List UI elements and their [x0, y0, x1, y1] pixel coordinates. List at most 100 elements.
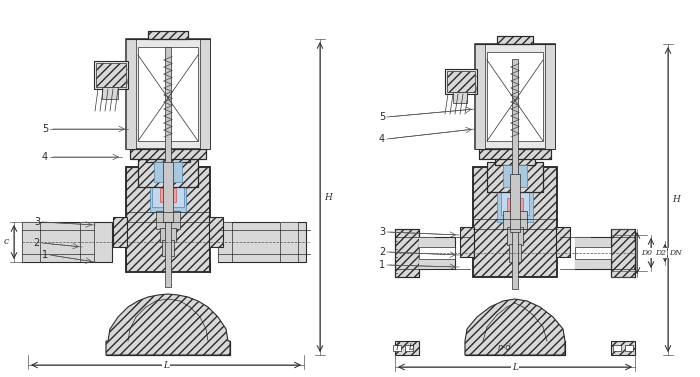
Bar: [200, 39, 210, 149]
Bar: [165, 47, 171, 287]
Bar: [126, 39, 136, 149]
Bar: [473, 167, 557, 277]
Bar: [106, 341, 230, 355]
Bar: [102, 87, 118, 99]
Bar: [545, 44, 555, 149]
Bar: [218, 222, 232, 262]
Bar: [113, 217, 127, 247]
Bar: [545, 44, 555, 149]
Bar: [497, 36, 533, 44]
Bar: [465, 341, 565, 355]
Bar: [453, 92, 467, 103]
Bar: [460, 227, 474, 257]
Bar: [22, 222, 112, 262]
Text: 1: 1: [379, 260, 385, 270]
Bar: [611, 229, 635, 277]
Bar: [495, 157, 535, 165]
Text: 4: 4: [379, 134, 385, 144]
Bar: [130, 149, 206, 159]
Text: 2: 2: [379, 247, 385, 257]
Bar: [209, 217, 223, 247]
Bar: [138, 159, 198, 187]
Bar: [94, 61, 128, 89]
Text: 3: 3: [34, 217, 40, 227]
Bar: [419, 237, 455, 269]
Bar: [126, 167, 210, 272]
Bar: [487, 162, 543, 192]
Bar: [611, 229, 635, 277]
Bar: [447, 71, 475, 92]
Bar: [613, 345, 621, 351]
Bar: [625, 345, 633, 351]
Bar: [395, 341, 419, 355]
Bar: [497, 172, 533, 222]
Bar: [148, 31, 188, 39]
Text: L: L: [163, 360, 169, 369]
Text: L: L: [512, 363, 518, 371]
Bar: [160, 228, 176, 242]
Bar: [106, 341, 230, 355]
Bar: [162, 240, 174, 256]
Bar: [163, 162, 173, 222]
Bar: [148, 31, 188, 39]
Bar: [126, 39, 136, 149]
Bar: [503, 211, 527, 229]
Bar: [146, 154, 190, 162]
Bar: [218, 222, 306, 262]
Bar: [154, 162, 182, 182]
Bar: [200, 39, 210, 149]
Bar: [395, 229, 419, 277]
Text: DN: DN: [668, 249, 681, 257]
Text: 3: 3: [379, 227, 385, 237]
Bar: [479, 149, 551, 159]
Bar: [280, 222, 298, 262]
Text: 5: 5: [379, 112, 385, 122]
Bar: [419, 247, 455, 259]
Text: c: c: [4, 238, 8, 247]
Text: 4: 4: [42, 152, 48, 162]
Bar: [510, 174, 520, 232]
Bar: [218, 222, 232, 262]
Bar: [479, 149, 551, 159]
Bar: [556, 227, 570, 257]
Bar: [575, 237, 611, 269]
Bar: [495, 157, 535, 165]
Bar: [507, 198, 523, 212]
Text: D0: D0: [641, 249, 652, 257]
Bar: [126, 39, 210, 149]
Bar: [146, 154, 190, 162]
Bar: [22, 222, 40, 262]
Bar: [419, 237, 435, 269]
Bar: [160, 188, 176, 202]
Bar: [487, 52, 543, 141]
Text: D2: D2: [655, 249, 666, 257]
Bar: [130, 149, 206, 159]
Text: H: H: [672, 195, 680, 204]
Bar: [503, 165, 527, 187]
Bar: [405, 345, 413, 351]
Bar: [475, 44, 485, 149]
Bar: [475, 44, 555, 149]
PathPatch shape: [465, 299, 565, 355]
Text: JILIENI: JILIENI: [482, 238, 547, 256]
Bar: [611, 341, 635, 355]
Bar: [487, 162, 543, 192]
Bar: [152, 175, 184, 207]
Text: H: H: [324, 193, 332, 201]
Bar: [150, 170, 186, 212]
Bar: [80, 222, 94, 262]
Text: n-d: n-d: [498, 342, 512, 351]
Bar: [96, 63, 126, 87]
Bar: [395, 229, 419, 277]
Bar: [138, 159, 198, 187]
Text: 2: 2: [34, 238, 40, 248]
Bar: [475, 44, 485, 149]
Bar: [80, 222, 94, 262]
Bar: [473, 167, 557, 277]
Text: 1: 1: [42, 250, 48, 260]
Bar: [497, 36, 533, 44]
Bar: [509, 244, 521, 262]
Text: f: f: [395, 342, 398, 351]
Bar: [575, 247, 611, 259]
Bar: [465, 341, 565, 355]
